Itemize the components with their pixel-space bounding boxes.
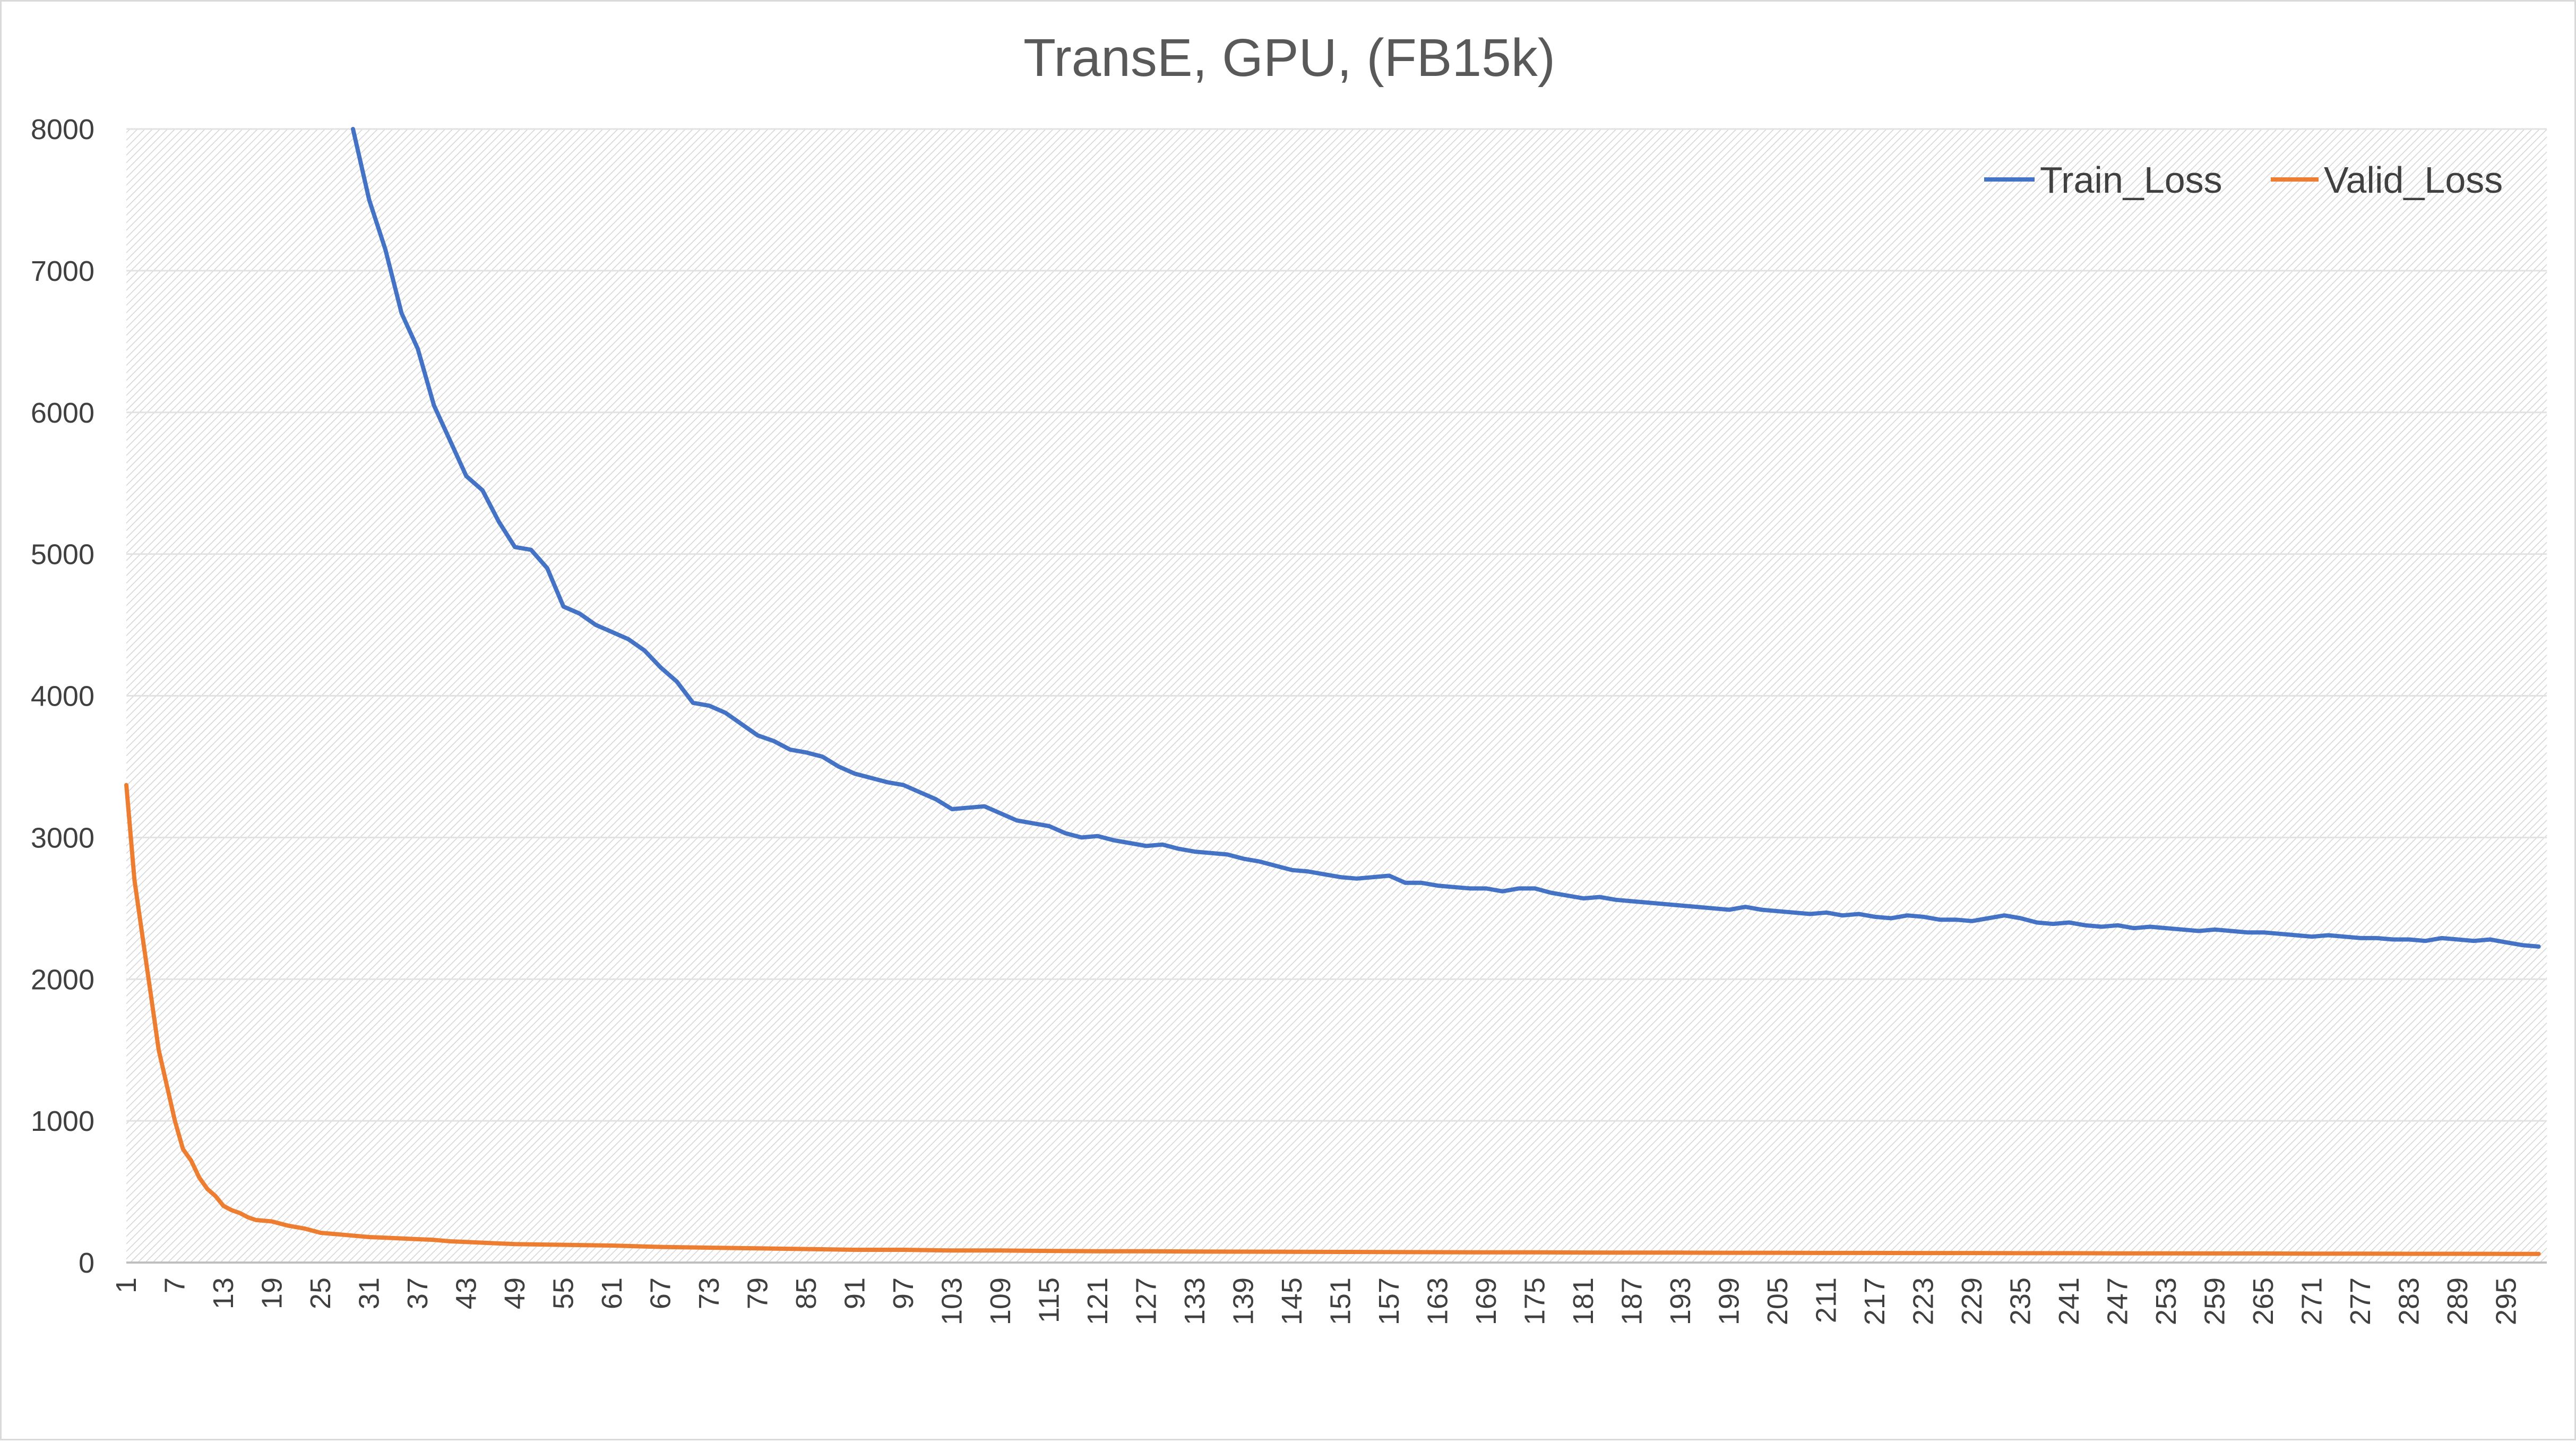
x-tick-label: 223 <box>1908 1277 1940 1325</box>
x-tick-label: 13 <box>208 1277 239 1309</box>
y-tick-label: 2000 <box>31 964 94 995</box>
x-tick-label: 55 <box>548 1277 580 1309</box>
x-tick-label: 193 <box>1665 1277 1696 1325</box>
x-tick-label: 91 <box>839 1277 871 1309</box>
x-tick-label: 187 <box>1616 1277 1648 1325</box>
x-tick-label: 85 <box>790 1277 822 1309</box>
y-tick-label: 7000 <box>31 255 94 287</box>
x-tick-label: 25 <box>305 1277 337 1309</box>
x-tick-label: 295 <box>2491 1277 2522 1325</box>
x-tick-label: 103 <box>936 1277 968 1325</box>
y-tick-label: 5000 <box>31 539 94 571</box>
x-tick-label: 127 <box>1131 1277 1162 1325</box>
x-tick-label: 271 <box>2296 1277 2328 1325</box>
x-tick-label: 19 <box>256 1277 288 1309</box>
x-tick-label: 43 <box>451 1277 483 1309</box>
legend-train-loss-label: Train_Loss <box>2040 159 2222 201</box>
x-tick-label: 205 <box>1762 1277 1794 1325</box>
x-tick-label: 37 <box>402 1277 434 1309</box>
y-tick-label: 6000 <box>31 397 94 429</box>
x-tick-label: 235 <box>2005 1277 2037 1325</box>
x-tick-label: 181 <box>1567 1277 1599 1325</box>
x-tick-label: 151 <box>1325 1277 1357 1325</box>
x-tick-label: 163 <box>1422 1277 1454 1325</box>
y-tick-label: 4000 <box>31 681 94 713</box>
x-tick-label: 49 <box>499 1277 531 1309</box>
x-tick-label: 139 <box>1228 1277 1260 1325</box>
x-tick-label: 109 <box>985 1277 1016 1325</box>
x-tick-label: 283 <box>2393 1277 2425 1325</box>
x-tick-label: 175 <box>1519 1277 1551 1325</box>
y-axis-tick-labels: 0 1000 2000 3000 4000 5000 6000 7000 8000 <box>31 114 94 1279</box>
x-tick-label: 61 <box>596 1277 628 1309</box>
x-tick-label: 79 <box>742 1277 774 1309</box>
x-tick-label: 241 <box>2053 1277 2085 1325</box>
x-tick-label: 289 <box>2442 1277 2474 1325</box>
x-tick-label: 265 <box>2247 1277 2279 1325</box>
x-tick-label: 133 <box>1179 1277 1211 1325</box>
x-tick-label: 145 <box>1276 1277 1308 1325</box>
chart-title: TransE, GPU, (FB15k) <box>1023 28 1555 88</box>
x-tick-label: 169 <box>1470 1277 1502 1325</box>
series-line-train-loss <box>351 127 2541 949</box>
x-tick-label: 67 <box>645 1277 677 1309</box>
x-axis-tick-labels: 1 7 13 19 25 31 37 43 49 55 61 67 73 79 85 91 97 103 109 11… <box>110 1277 2522 1325</box>
x-tick-label: 217 <box>1859 1277 1891 1325</box>
x-tick-label: 277 <box>2345 1277 2376 1325</box>
x-tick-label: 31 <box>354 1277 385 1309</box>
gridlines <box>126 128 2547 1264</box>
series-lines <box>124 127 2541 1256</box>
x-tick-label: 115 <box>1033 1277 1065 1323</box>
x-tick-label: 97 <box>888 1277 919 1309</box>
x-tick-label: 73 <box>693 1277 725 1309</box>
x-tick-label: 1 <box>110 1277 142 1293</box>
x-tick-label: 199 <box>1713 1277 1745 1325</box>
y-tick-label: 8000 <box>31 114 94 145</box>
x-tick-label: 253 <box>2150 1277 2182 1325</box>
y-tick-label: 0 <box>79 1247 94 1279</box>
series-line-valid-loss <box>124 783 2541 1256</box>
x-tick-label: 259 <box>2199 1277 2231 1325</box>
x-tick-label: 157 <box>1373 1277 1405 1325</box>
legend-valid-loss-label: Valid_Loss <box>2324 159 2503 201</box>
legend: Train_Loss Valid_Loss <box>1984 159 2503 201</box>
x-tick-label: 7 <box>159 1277 191 1293</box>
x-tick-label: 121 <box>1082 1277 1114 1325</box>
x-tick-label: 247 <box>2102 1277 2134 1325</box>
y-tick-label: 1000 <box>31 1105 94 1137</box>
x-tick-label: 229 <box>1956 1277 1988 1325</box>
y-tick-label: 3000 <box>31 822 94 854</box>
x-tick-label: 211 <box>1811 1277 1842 1323</box>
